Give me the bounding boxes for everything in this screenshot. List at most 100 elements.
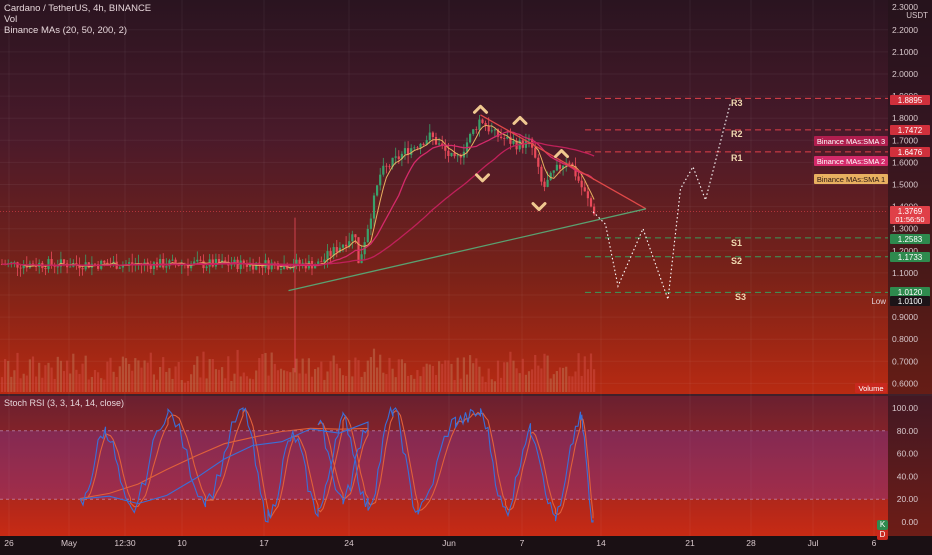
candle-body	[273, 262, 276, 264]
price-tick-label: 1.1000	[892, 268, 918, 278]
volume-tag: Volume	[855, 383, 887, 393]
volume-bar	[143, 360, 146, 392]
vol-indicator-label[interactable]: Vol	[4, 14, 18, 25]
volume-bar	[186, 380, 190, 392]
volume-bar	[385, 374, 388, 392]
price-tick-label: 2.2000	[892, 25, 918, 35]
price-tick-label: 2.1000	[892, 47, 918, 57]
candle-body	[534, 147, 537, 158]
volume-bar	[205, 378, 208, 392]
volume-bar	[450, 363, 453, 392]
ma-indicator-label[interactable]: Binance MAs (20, 50, 200, 2)	[4, 25, 128, 36]
volume-bar	[112, 371, 115, 392]
svg-text:01:56:50: 01:56:50	[895, 215, 924, 224]
volume-bar	[493, 381, 496, 392]
volume-bar	[38, 362, 41, 392]
d-button[interactable]: D	[877, 530, 888, 540]
volume-bar	[103, 379, 106, 392]
candle-body	[422, 143, 425, 145]
candle-body	[329, 251, 332, 256]
volume-bar	[431, 365, 434, 392]
candle-body	[503, 138, 506, 139]
candle-body	[301, 262, 304, 265]
candle-body	[103, 260, 106, 263]
candle-body	[410, 148, 413, 155]
volume-bar	[183, 382, 186, 392]
time-tick-label: Jul	[808, 538, 819, 548]
candle-body	[205, 266, 208, 269]
candle-body	[106, 262, 109, 265]
volume-bar	[35, 376, 38, 392]
candle-body	[50, 259, 53, 265]
volume-bar	[59, 360, 62, 392]
volume-bar	[41, 377, 44, 392]
candle-body	[121, 264, 124, 268]
volume-bar	[298, 373, 301, 392]
volume-bar	[196, 356, 199, 392]
candle-body	[323, 259, 326, 262]
price-tick-label: 0.9000	[892, 312, 918, 322]
candle-body	[558, 164, 562, 169]
candle-body	[35, 265, 38, 267]
candle-body	[366, 228, 369, 243]
volume-bar	[531, 369, 534, 392]
volume-bar	[171, 378, 174, 392]
candle-body	[459, 155, 462, 158]
volume-bar	[180, 380, 183, 392]
candle-body	[245, 264, 248, 267]
candle-body	[416, 147, 419, 149]
rsi-axis[interactable]: 100.00 80.00 60.00 40.00 20.00 0.00	[892, 403, 918, 527]
candle-body	[407, 148, 410, 155]
volume-bar	[478, 366, 481, 392]
time-axis[interactable]: 26 May 12:30 10 17 24 Jun 7 14 21 28 Jul 6	[4, 538, 876, 548]
candle-body	[400, 153, 403, 159]
volume-bar	[28, 359, 31, 392]
candle-body	[193, 261, 196, 264]
candle-body	[568, 162, 571, 164]
r3-price-tag: 1.8895	[890, 95, 930, 105]
volume-bar	[56, 356, 59, 392]
candle-body	[69, 266, 72, 268]
volume-bar	[242, 372, 245, 392]
candle-body	[543, 181, 546, 187]
k-button[interactable]: K	[877, 520, 888, 530]
volume-bar	[118, 366, 121, 392]
candle-body	[351, 234, 354, 242]
rsi-tick-label: 60.00	[897, 449, 919, 459]
candle-body	[484, 122, 487, 126]
volume-bars	[0, 348, 596, 392]
candle-body	[332, 247, 335, 256]
candle-body	[577, 176, 580, 181]
candle-body	[372, 195, 376, 219]
candle-body	[81, 268, 84, 270]
volume-bar	[348, 360, 351, 392]
candle-body	[385, 165, 388, 167]
candle-body	[555, 164, 558, 171]
volume-bar	[394, 377, 397, 392]
candle-body	[146, 262, 149, 265]
volume-bar	[462, 357, 465, 392]
candle-body	[369, 218, 372, 229]
volume-bar	[168, 368, 171, 392]
volume-bar	[90, 376, 93, 392]
volume-bar	[345, 375, 348, 392]
rsi-band	[0, 430, 888, 500]
candle-body	[388, 166, 391, 168]
candle-body	[217, 258, 221, 264]
volume-bar	[276, 370, 279, 392]
volume-bar	[146, 362, 149, 392]
volume-bar	[341, 375, 345, 392]
candle-body	[341, 244, 345, 248]
down-arrow-icon	[531, 202, 547, 212]
time-tick-label: 28	[746, 538, 756, 548]
volume-bar	[214, 369, 217, 392]
volume-bar	[255, 370, 258, 392]
stoch-rsi-label[interactable]: Stoch RSI (3, 3, 14, 14, close)	[4, 398, 125, 408]
volume-bar	[407, 375, 410, 392]
volume-bar	[363, 371, 366, 392]
candle-body	[478, 119, 481, 130]
candle-body	[456, 155, 459, 157]
volume-bar	[438, 361, 441, 392]
